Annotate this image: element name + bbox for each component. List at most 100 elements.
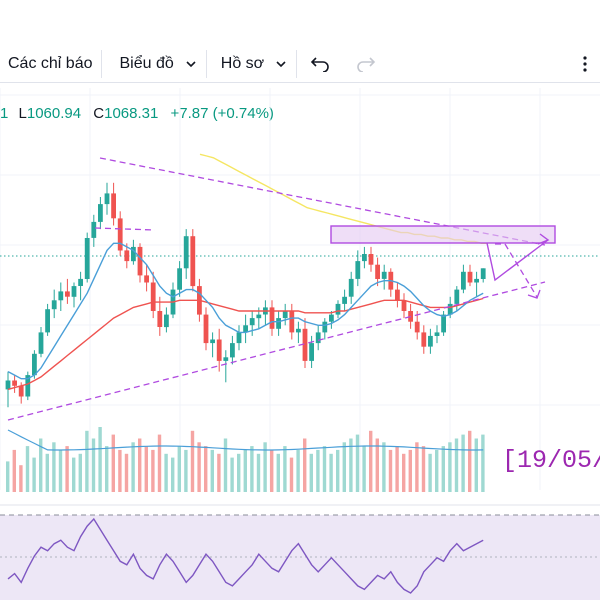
volume-bar — [144, 446, 148, 492]
profile-button[interactable]: Hồ sơ — [207, 46, 296, 82]
volume-bar — [223, 438, 228, 492]
legend-cut-value: 1 — [0, 105, 9, 122]
volume-bar — [461, 434, 465, 492]
candle-body — [243, 325, 248, 333]
chart-grid — [0, 88, 600, 490]
candle-body — [282, 311, 288, 319]
candle-body — [434, 332, 440, 336]
volume-bar — [237, 453, 241, 492]
volume-bar — [270, 449, 274, 492]
candle-body — [428, 335, 433, 347]
volume-bar — [382, 442, 386, 492]
volume-bar — [197, 442, 201, 492]
candle-body — [111, 193, 116, 219]
candle-body — [461, 271, 466, 290]
rsi-line — [7, 517, 484, 594]
volume-bar — [375, 438, 379, 492]
undo-button[interactable] — [297, 46, 343, 82]
candle-body — [329, 314, 334, 322]
candle-body — [71, 286, 77, 297]
volume-bar — [118, 449, 122, 492]
candle-body — [144, 275, 149, 283]
candle-body — [441, 314, 446, 333]
candle-body — [124, 250, 130, 262]
rsi-pane — [0, 504, 600, 600]
candle-body — [78, 278, 83, 286]
volume-bar — [402, 453, 406, 492]
volume-bar — [138, 438, 142, 492]
candle-body — [25, 375, 31, 397]
trendline-upper — [99, 157, 546, 246]
candle-body — [302, 328, 308, 361]
volume-bar — [322, 446, 327, 492]
trendline-lower — [7, 281, 546, 421]
candle-body — [38, 332, 44, 354]
candle-body — [249, 318, 255, 326]
chevron-down-icon — [186, 61, 196, 68]
volume-bar — [362, 446, 366, 492]
candle-body — [164, 314, 169, 328]
legend-close-key: C — [93, 105, 105, 122]
volume-bar — [25, 446, 30, 492]
candle-body — [12, 380, 17, 386]
volume-bar — [250, 446, 254, 492]
volume-bar — [329, 453, 333, 492]
chart-type-button[interactable]: Biểu đồ — [102, 46, 206, 82]
resistance-zone — [330, 225, 556, 244]
volume-bar — [171, 457, 175, 492]
ma-slow-line — [7, 297, 484, 391]
candle-body — [322, 321, 328, 333]
volume-bar — [217, 453, 221, 492]
candle-body — [401, 300, 407, 311]
ma-fast-line — [7, 242, 484, 380]
candle-body — [269, 307, 275, 329]
moving-averages — [7, 242, 484, 391]
candle-body — [447, 303, 453, 315]
trendline-short — [94, 227, 156, 231]
candle-body — [480, 268, 486, 279]
legend-low-key: L — [18, 105, 27, 122]
chevron-down-icon — [276, 61, 286, 68]
candle-body — [51, 300, 57, 310]
volume-bar — [210, 449, 214, 492]
volume-ma-line — [7, 429, 484, 451]
volume-bar — [355, 434, 360, 492]
volume-bar — [45, 453, 49, 492]
candle-body — [58, 291, 64, 301]
volume-bar — [78, 453, 82, 492]
indicators-label: Các chỉ báo — [8, 55, 93, 72]
volume-bar — [336, 449, 340, 492]
volume-bar — [124, 453, 129, 492]
projection-arrowhead — [537, 233, 550, 245]
volume-bar — [309, 453, 313, 492]
redo-button[interactable] — [343, 46, 389, 82]
volume-bar — [12, 449, 16, 492]
candle-body — [355, 261, 361, 279]
volume-bar — [415, 442, 419, 492]
profile-label: Hồ sơ — [220, 55, 265, 72]
volume-bar — [204, 446, 208, 492]
candle-body — [296, 328, 301, 333]
volume-bar — [421, 446, 426, 492]
candle-body — [381, 271, 387, 279]
candle-body — [289, 311, 295, 333]
candle-body — [203, 314, 209, 344]
volume-bar — [111, 434, 115, 492]
more-button[interactable] — [570, 46, 600, 82]
candle-body — [45, 309, 50, 333]
projection-path — [486, 239, 549, 282]
candle-body — [368, 254, 374, 265]
projection-path-alt — [495, 243, 538, 298]
indicators-button[interactable]: Các chỉ báo — [0, 46, 101, 82]
ohlc-legend: 1 L1060.94 C1068.31 +7.87 (+0.74%) — [0, 105, 274, 122]
volume-bar — [164, 453, 168, 492]
volume-bar — [454, 438, 459, 492]
candle-body — [467, 271, 473, 283]
volume-bar — [151, 449, 155, 492]
volume-bar — [468, 430, 472, 492]
candle-body — [335, 303, 341, 315]
candle-body — [65, 291, 70, 297]
candle-body — [276, 318, 281, 329]
volume-bar — [32, 457, 36, 492]
